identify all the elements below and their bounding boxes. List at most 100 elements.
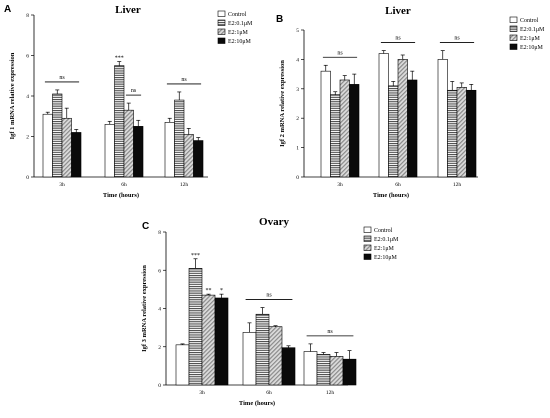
x-axis-label: Time (hours) bbox=[103, 192, 139, 199]
bar bbox=[268, 326, 283, 386]
y-tick-label: 2 bbox=[296, 116, 299, 122]
bar bbox=[339, 79, 350, 178]
legend-swatch bbox=[509, 34, 518, 41]
x-tick-label: 12h bbox=[326, 390, 335, 396]
significance-label: ns bbox=[266, 293, 272, 299]
panel-b: B Liver 0 1 2 3 4 5 Igf 2 mRNA relative expressi… bbox=[276, 5, 545, 199]
significance-label: *** bbox=[191, 253, 200, 259]
significance-label: ns bbox=[337, 50, 343, 56]
bar bbox=[397, 59, 408, 178]
y-tick-label: 0 bbox=[158, 383, 161, 389]
significance-label: ns bbox=[327, 329, 333, 335]
x-tick-label: 6h bbox=[121, 182, 127, 188]
bar bbox=[255, 313, 270, 386]
bar bbox=[71, 132, 82, 178]
y-tick-label: 8 bbox=[158, 230, 161, 236]
legend-swatch bbox=[217, 37, 226, 44]
y-tick-label: 2 bbox=[26, 135, 29, 141]
bar bbox=[447, 89, 458, 178]
legend-swatch bbox=[363, 235, 372, 242]
y-axis-label: Igf 2 mRNA relative expression bbox=[279, 60, 286, 147]
bar bbox=[193, 140, 204, 178]
bar bbox=[330, 94, 341, 178]
bar bbox=[316, 354, 331, 386]
legend-label: E2:0.1μM bbox=[374, 237, 399, 243]
bar bbox=[175, 344, 190, 386]
legend-swatch bbox=[363, 226, 372, 233]
x-axis-label: Time (hours) bbox=[373, 192, 409, 199]
bar bbox=[437, 59, 448, 178]
significance-label: ns bbox=[454, 36, 460, 42]
chart-title: Liver bbox=[115, 4, 141, 16]
significance-label: * bbox=[220, 288, 223, 294]
legend-swatch bbox=[363, 244, 372, 251]
y-axis-label: Igf 1 mRNA relative expression bbox=[9, 52, 16, 139]
bar bbox=[188, 268, 203, 386]
y-tick-label: 2 bbox=[158, 345, 161, 351]
bar bbox=[320, 70, 331, 178]
significance-label: ** bbox=[206, 288, 212, 294]
y-axis-label: Igf 3 mRNA relative expression bbox=[141, 265, 148, 352]
y-tick-label: 5 bbox=[296, 28, 299, 34]
bar bbox=[214, 297, 229, 386]
y-tick-label: 0 bbox=[26, 175, 29, 181]
bar bbox=[329, 356, 344, 386]
panel-letter: B bbox=[276, 14, 283, 25]
y-tick-label: 8 bbox=[26, 13, 29, 19]
bar bbox=[123, 109, 134, 178]
bar bbox=[242, 332, 257, 386]
x-tick-label: 6h bbox=[266, 390, 272, 396]
significance-label: ns bbox=[59, 75, 65, 81]
legend-label: E2:1μM bbox=[520, 36, 541, 42]
legend-label: E2:0.1μM bbox=[520, 27, 545, 33]
bar bbox=[466, 89, 477, 178]
legend-label: Control bbox=[374, 228, 393, 234]
y-tick-label: 4 bbox=[158, 307, 161, 313]
x-tick-label: 3h bbox=[337, 182, 343, 188]
legend-swatch bbox=[509, 43, 518, 50]
chart-title: Liver bbox=[385, 5, 411, 17]
bar bbox=[174, 99, 185, 178]
y-tick-label: 6 bbox=[26, 54, 29, 60]
legend-swatch bbox=[217, 10, 226, 17]
legend-label: E2:1μM bbox=[374, 246, 395, 252]
bar bbox=[52, 93, 63, 178]
bar bbox=[303, 351, 318, 386]
bar bbox=[61, 117, 72, 178]
bar bbox=[42, 113, 53, 178]
legend-swatch bbox=[217, 19, 226, 26]
y-tick-label: 6 bbox=[158, 268, 161, 274]
chart-title: Ovary bbox=[259, 216, 289, 228]
legend-label: E2:0.1μM bbox=[228, 21, 253, 27]
x-tick-label: 3h bbox=[199, 390, 205, 396]
legend-swatch bbox=[363, 253, 372, 260]
bar bbox=[201, 294, 216, 386]
y-tick-label: 4 bbox=[296, 57, 299, 63]
x-tick-label: 3h bbox=[59, 182, 65, 188]
bar bbox=[281, 347, 296, 386]
panel-letter: A bbox=[4, 4, 11, 15]
y-tick-label: 0 bbox=[296, 175, 299, 181]
x-axis-label: Time (hours) bbox=[239, 400, 275, 407]
x-tick-label: 6h bbox=[395, 182, 401, 188]
y-tick-label: 3 bbox=[296, 87, 299, 93]
y-tick-label: 4 bbox=[26, 94, 29, 100]
legend-label: E2:10μM bbox=[520, 45, 544, 51]
significance-label: ns bbox=[181, 77, 187, 83]
legend-label: Control bbox=[228, 12, 247, 18]
legend-label: Control bbox=[520, 18, 539, 24]
y-tick-label: 1 bbox=[296, 146, 299, 152]
bar bbox=[183, 134, 194, 178]
bar bbox=[104, 124, 115, 178]
panel-letter: C bbox=[142, 221, 149, 232]
legend-label: E2:10μM bbox=[228, 39, 252, 45]
panel-a: A Liver 0 2 4 6 8 Igf 1 mRNA relative expressio… bbox=[4, 4, 253, 199]
bar bbox=[388, 85, 399, 178]
x-tick-label: 12h bbox=[180, 182, 189, 188]
significance-label: ns bbox=[131, 88, 137, 94]
panel-c: C Ovary 0 2 4 6 8 Igf 3 mRNA relative expressio… bbox=[141, 216, 399, 407]
bar bbox=[164, 122, 175, 178]
legend-swatch bbox=[509, 25, 518, 32]
legend-swatch bbox=[217, 28, 226, 35]
